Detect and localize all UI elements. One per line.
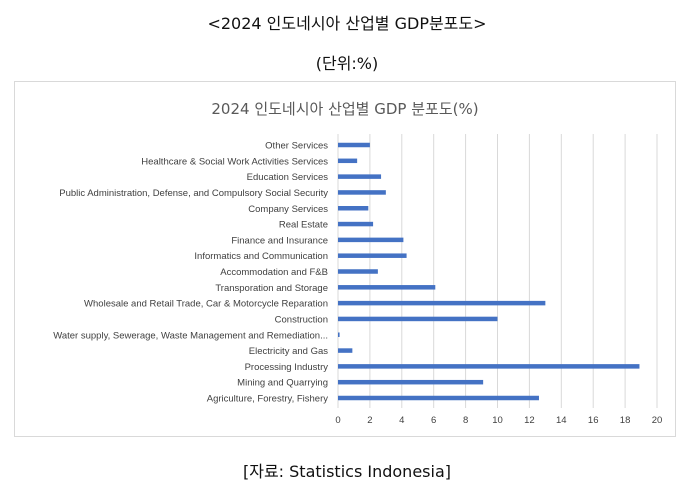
page-title: <2024 인도네시아 산업별 GDP분포도> <box>207 14 487 33</box>
x-tick-label: 20 <box>652 415 663 426</box>
x-tick-label: 0 <box>335 415 340 426</box>
bar <box>338 285 436 290</box>
bar <box>338 332 340 337</box>
bar <box>338 142 370 148</box>
bar <box>338 158 358 164</box>
bar <box>338 300 546 306</box>
chart-frame: 2024 인도네시아 산업별 GDP 분포도(%) Other Services… <box>14 81 676 437</box>
category-label: Construction <box>275 314 328 325</box>
category-label: Public Administration, Defense, and Comp… <box>59 188 328 199</box>
x-tick-label: 16 <box>588 415 599 426</box>
category-label: Transporation and Storage <box>215 283 328 294</box>
category-label: Finance and Insurance <box>231 235 328 246</box>
bar-chart: 2024 인도네시아 산업별 GDP 분포도(%) Other Services… <box>53 100 663 426</box>
bar <box>338 221 374 227</box>
bar <box>338 237 404 243</box>
x-tick-label: 4 <box>399 415 404 426</box>
category-label: Accommodation and F&B <box>220 267 328 278</box>
category-label: Agriculture, Forestry, Fishery <box>207 394 328 405</box>
bar <box>338 348 353 353</box>
category-label: Processing Industry <box>245 362 329 373</box>
x-tick-label: 8 <box>463 415 468 426</box>
bar <box>338 174 382 179</box>
bar <box>338 269 378 274</box>
bar <box>338 316 498 322</box>
source-label: [자료: Statistics Indonesia] <box>242 462 451 481</box>
category-label: Real Estate <box>279 220 328 231</box>
bar <box>338 190 386 195</box>
x-tick-label: 10 <box>492 415 503 426</box>
category-label: Mining and Quarrying <box>237 378 328 389</box>
category-label: Electricity and Gas <box>249 346 328 357</box>
x-tick-label: 18 <box>620 415 631 426</box>
unit-label: (단위:%) <box>315 54 379 73</box>
category-label: Informatics and Communication <box>194 251 328 262</box>
bar <box>338 395 539 401</box>
category-label: Wholesale and Retail Trade, Car & Motorc… <box>84 299 328 310</box>
category-label: Education Services <box>247 172 329 183</box>
category-label: Company Services <box>248 204 328 215</box>
bar <box>338 364 640 369</box>
bar <box>338 206 369 211</box>
x-tick-label: 14 <box>556 415 567 426</box>
x-tick-label: 6 <box>431 415 436 426</box>
x-tick-label: 12 <box>524 415 535 426</box>
chart-title: 2024 인도네시아 산업별 GDP 분포도(%) <box>211 100 478 118</box>
bar <box>338 253 407 258</box>
category-label: Other Services <box>265 141 328 152</box>
category-label: Water supply, Sewerage, Waste Management… <box>53 330 328 341</box>
x-tick-label: 2 <box>367 415 372 426</box>
category-label: Healthcare & Social Work Activities Serv… <box>141 156 328 167</box>
bar <box>338 379 484 385</box>
